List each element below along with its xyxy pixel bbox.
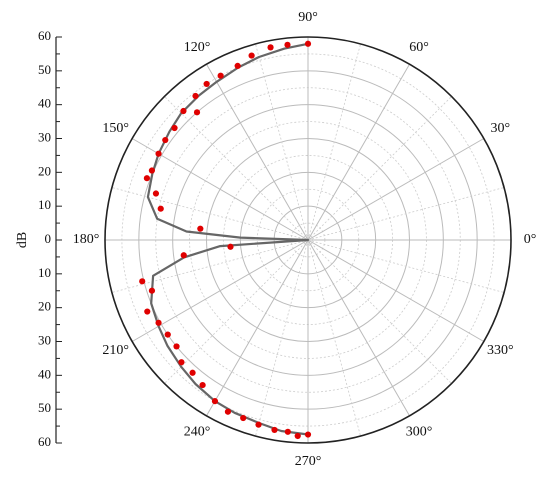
data-point xyxy=(178,359,185,366)
data-point xyxy=(304,431,312,438)
angle-tick-label: 90° xyxy=(298,10,318,25)
data-point xyxy=(240,414,247,422)
data-point xyxy=(189,369,196,376)
outer-circle xyxy=(104,36,512,444)
data-point xyxy=(304,40,312,47)
data-point xyxy=(144,308,151,315)
data-point xyxy=(255,421,262,428)
radial-tick-label: 50 xyxy=(38,62,51,77)
radial-tick-label: 60 xyxy=(38,28,51,43)
data-point xyxy=(171,124,178,132)
grid-spoke xyxy=(206,63,309,241)
radial-tick-label: 20 xyxy=(38,163,51,178)
data-point xyxy=(152,190,160,197)
data-point xyxy=(267,44,274,51)
angle-tick-label: 180° xyxy=(73,232,100,247)
data-point xyxy=(143,175,151,182)
data-point xyxy=(162,136,169,144)
data-point xyxy=(284,41,291,48)
data-point xyxy=(199,381,206,389)
grid-spoke xyxy=(307,239,452,384)
data-point xyxy=(164,331,171,338)
radial-tick-label: 40 xyxy=(38,96,51,111)
data-point xyxy=(192,92,199,100)
data-point xyxy=(248,52,255,59)
angle-tick-label: 240° xyxy=(184,425,211,440)
radial-tick-label: 10 xyxy=(38,197,51,212)
data-point xyxy=(197,225,204,232)
angle-tick-label: 60° xyxy=(409,40,429,55)
radial-tick-label: 10 xyxy=(38,265,51,280)
data-point xyxy=(234,62,241,69)
grid-spoke xyxy=(307,239,410,417)
y-axis-label: dB xyxy=(15,232,30,248)
series-line xyxy=(146,42,310,436)
grid-spoke xyxy=(307,63,410,241)
series-line-group xyxy=(146,42,310,436)
data-point xyxy=(271,426,278,434)
angle-tick-label: 120° xyxy=(184,40,211,55)
grid-spoke xyxy=(131,239,309,342)
radial-tick-label: 30 xyxy=(38,129,51,144)
angle-labels: 0° 30° 60° 90° 120° 150° 180° 210° 240° 270° 300° 3… xyxy=(73,10,537,469)
radial-tick-label: 30 xyxy=(38,332,51,347)
grid-spoke xyxy=(164,239,309,384)
data-point xyxy=(294,432,301,440)
grid-spoke xyxy=(255,43,309,241)
radial-tick-label: 20 xyxy=(38,299,51,314)
grid-spoke xyxy=(307,239,505,293)
radial-axis: 60 50 40 30 20 10 0 10 20 30 40 50 60 xyxy=(38,28,62,449)
angle-tick-label: 300° xyxy=(406,425,433,440)
grid-spoke xyxy=(307,96,452,241)
angle-tick-label: 0° xyxy=(524,232,537,247)
angle-tick-label: 210° xyxy=(102,343,129,358)
radial-tick-label: 40 xyxy=(38,366,51,381)
data-point xyxy=(180,252,187,259)
data-point xyxy=(155,319,162,326)
data-point xyxy=(224,408,232,415)
data-point xyxy=(173,343,180,350)
grid-spoke xyxy=(307,239,361,437)
data-point xyxy=(148,287,156,294)
radial-tick-label: 0 xyxy=(45,231,52,246)
data-point xyxy=(193,109,201,116)
angle-tick-label: 270° xyxy=(295,454,322,469)
data-point xyxy=(284,428,291,435)
grid-spoke xyxy=(111,239,309,293)
grid-spoke xyxy=(206,239,309,417)
radial-tick-label: 50 xyxy=(38,400,51,415)
grid-spoke xyxy=(307,239,485,342)
angle-tick-label: 30° xyxy=(490,121,510,136)
series-points-group xyxy=(139,40,312,440)
data-point xyxy=(203,80,210,88)
polar-frame xyxy=(104,36,512,444)
grid-spoke xyxy=(307,43,361,241)
grid-spoke xyxy=(307,138,485,241)
grid-spoke xyxy=(111,187,309,241)
grid-spoke xyxy=(131,138,309,241)
grid-spoke xyxy=(164,96,309,241)
data-point xyxy=(139,278,146,285)
polar-grid xyxy=(105,37,511,443)
grid-spoke xyxy=(255,239,309,437)
data-point xyxy=(157,205,164,212)
grid-spoke xyxy=(307,187,505,241)
radial-tick-label: 60 xyxy=(38,434,51,449)
data-point xyxy=(155,150,162,157)
data-point xyxy=(211,398,219,405)
data-point xyxy=(148,167,156,174)
angle-tick-label: 330° xyxy=(487,343,514,358)
data-point xyxy=(180,107,187,115)
angle-tick-label: 150° xyxy=(102,121,129,136)
data-point xyxy=(227,243,234,250)
data-point xyxy=(217,72,224,79)
